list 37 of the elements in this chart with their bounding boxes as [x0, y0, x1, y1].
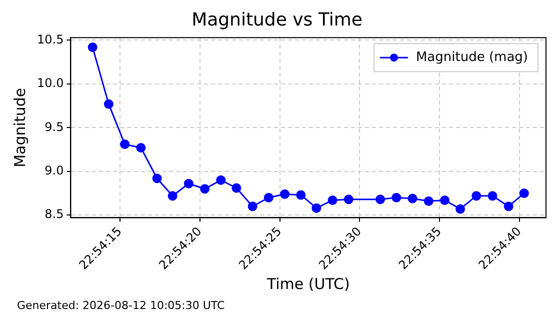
point: [120, 140, 130, 150]
point: [392, 192, 402, 202]
chart-title: Magnitude vs Time: [192, 9, 362, 30]
y-axis-title: Magnitude: [10, 88, 29, 168]
y-tick-label: 9.5: [44, 120, 64, 134]
point: [232, 183, 242, 193]
point: [424, 196, 434, 206]
point: [519, 188, 529, 198]
point: [104, 99, 114, 109]
text: Generated: 2026-08-12 10:05:30 UTC: [17, 299, 226, 312]
point: [152, 174, 162, 184]
point: [296, 190, 306, 200]
point: [248, 202, 258, 212]
point: [216, 175, 226, 185]
point: [456, 204, 466, 214]
y-tick-label: 8.5: [44, 207, 64, 222]
point: [376, 194, 386, 204]
point: [136, 143, 146, 153]
y-tick-label: 9.0: [44, 163, 64, 178]
point: [408, 194, 418, 204]
x-axis-title: Time (UTC): [266, 274, 350, 293]
point: [344, 194, 354, 204]
point: [280, 189, 290, 199]
point: [440, 195, 450, 205]
point: [200, 184, 210, 194]
point: [328, 195, 338, 205]
point: [504, 202, 514, 212]
point: [88, 42, 98, 52]
point: [184, 178, 194, 188]
point: [264, 192, 274, 202]
point: [168, 191, 178, 201]
point: [472, 191, 482, 201]
point: [312, 203, 322, 213]
point: [488, 191, 498, 201]
y-tick-label: 10.0: [37, 76, 64, 90]
legend-label: Magnitude (mag): [416, 50, 528, 65]
y-tick-label: 10.5: [37, 32, 64, 46]
